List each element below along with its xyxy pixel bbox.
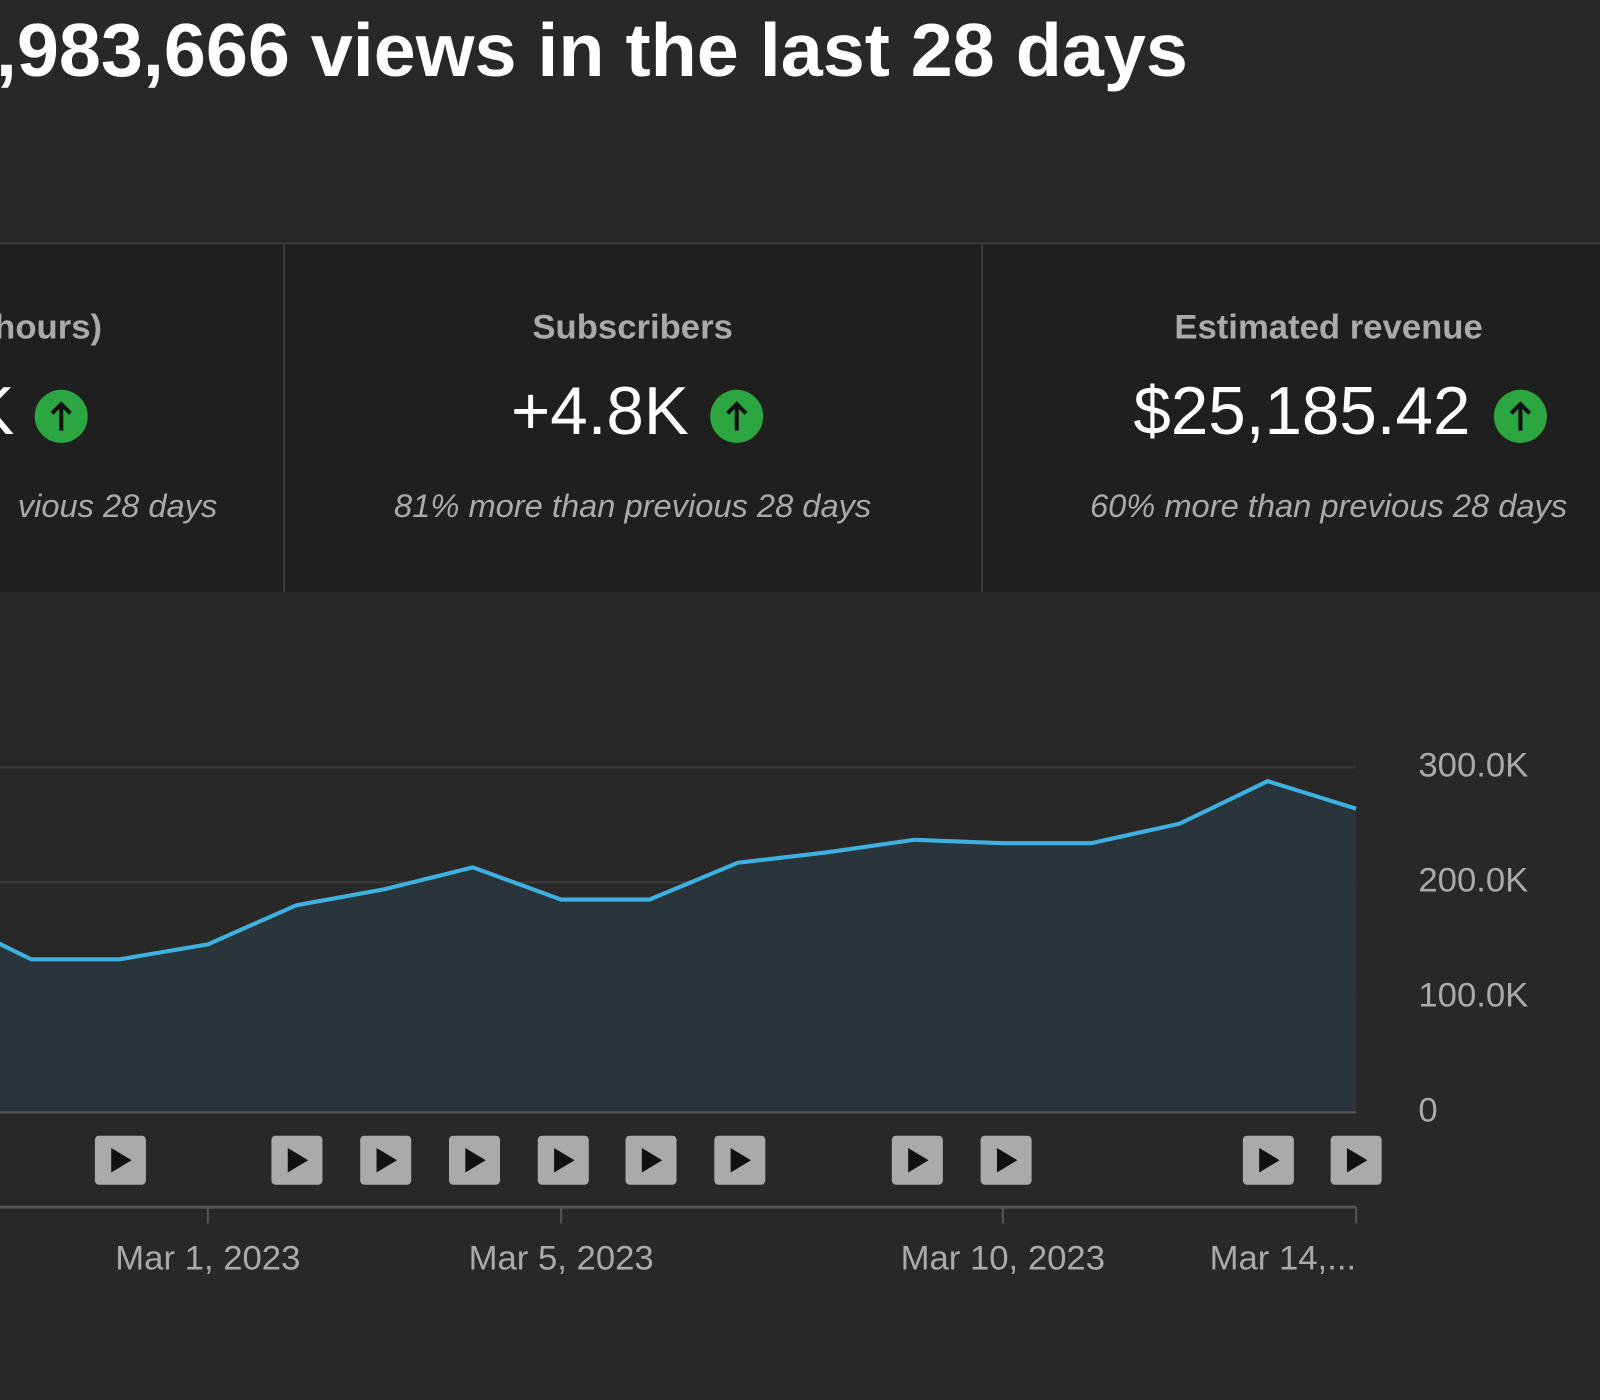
metric-change: vious 28 days (18, 487, 218, 524)
metric-change: 60% more than previous 28 days (1090, 487, 1567, 524)
up-icon (1493, 389, 1547, 443)
metric-card[interactable]: hours) K vious 28 days (0, 309, 217, 524)
video-marker[interactable] (360, 1135, 412, 1185)
play-icon (465, 1147, 486, 1173)
x-tick-label: Mar 14,... (1210, 1239, 1357, 1277)
video-marker[interactable] (537, 1135, 589, 1185)
chart: 0 100.0K 200.0K 300.0K Mar 1, 2023 Mar 5, 202… (0, 747, 1528, 1277)
video-marker[interactable] (1330, 1135, 1382, 1185)
metric-value: +4.8K (511, 374, 689, 449)
metric-value: $25,185.42 (1133, 374, 1470, 449)
video-marker[interactable] (980, 1135, 1032, 1185)
play-icon (111, 1147, 132, 1173)
y-tick-label: 0 (1418, 1091, 1437, 1129)
x-tick-label: Mar 10, 2023 (901, 1239, 1105, 1277)
metric-value: K (0, 374, 14, 449)
play-icon (996, 1147, 1018, 1173)
play-icon (1346, 1147, 1368, 1173)
video-marker[interactable] (891, 1135, 943, 1185)
metric-label: Estimated revenue (1174, 309, 1482, 347)
video-marker[interactable] (94, 1135, 146, 1185)
y-tick-label: 200.0K (1418, 861, 1528, 899)
video-marker[interactable] (271, 1135, 323, 1185)
metric-card[interactable]: Subscribers +4.8K 81% more than previous… (394, 309, 871, 524)
metric-label: Subscribers (532, 309, 733, 347)
up-icon (710, 389, 764, 443)
metric-change: 81% more than previous 28 days (394, 487, 871, 524)
play-icon (554, 1147, 575, 1173)
metric-label: hours) (0, 309, 102, 347)
video-marker[interactable] (448, 1135, 500, 1185)
y-tick-label: 300.0K (1418, 747, 1528, 785)
line (0, 779, 1357, 962)
metric-band (0, 242, 1600, 592)
page-title: ,983,666 views in the last 28 days (0, 9, 1188, 93)
play-icon (376, 1147, 397, 1173)
play-icon (730, 1147, 752, 1173)
area (0, 781, 1357, 1113)
y-tick-label: 100.0K (1418, 976, 1528, 1014)
x-tick-label: Mar 1, 2023 (115, 1239, 300, 1277)
play-icon (1259, 1147, 1280, 1173)
play-icon (641, 1147, 663, 1173)
x-tick-label: Mar 5, 2023 (469, 1239, 654, 1277)
play-icon (287, 1147, 309, 1173)
video-marker[interactable] (1242, 1135, 1294, 1185)
video-marker[interactable] (714, 1135, 766, 1185)
video-markers (94, 1135, 1382, 1185)
up-icon (34, 389, 88, 443)
metric-card[interactable]: Estimated revenue $25,185.42 60% more th… (1090, 309, 1567, 524)
play-icon (908, 1147, 929, 1173)
video-marker[interactable] (625, 1135, 677, 1185)
